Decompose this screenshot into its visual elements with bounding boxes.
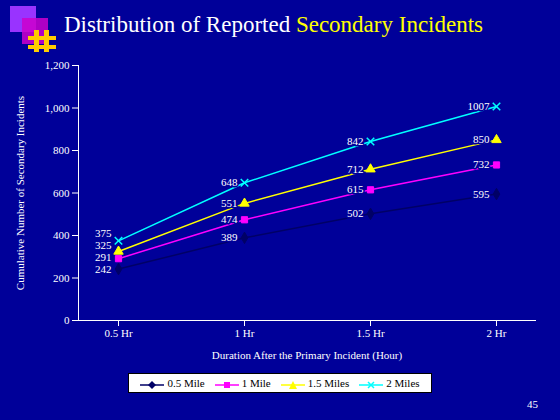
svg-text:291: 291 bbox=[95, 251, 112, 263]
svg-text:842: 842 bbox=[347, 135, 364, 147]
html-text:Distribution of Reported Secon: Distribution of Reported Secondary Incid… bbox=[64, 12, 483, 37]
html-text:1 Mile: 1 Mile bbox=[241, 377, 271, 390]
svg-text:800: 800 bbox=[53, 144, 70, 156]
html-text:0.5 Mile: 0.5 Mile bbox=[167, 377, 205, 390]
svg-text:502: 502 bbox=[347, 207, 364, 219]
svg-text:600: 600 bbox=[53, 187, 70, 199]
svg-text:1,000: 1,000 bbox=[45, 102, 70, 114]
svg-text:242: 242 bbox=[95, 263, 112, 275]
svg-text:325: 325 bbox=[95, 239, 112, 251]
html-text:1.5 Miles: 1.5 Miles bbox=[307, 377, 350, 390]
svg-text:474: 474 bbox=[221, 213, 238, 225]
svg-text:375: 375 bbox=[95, 227, 112, 239]
svg-text:0: 0 bbox=[64, 314, 70, 326]
html-text:2 Miles: 2 Miles bbox=[386, 377, 420, 390]
svg-text:1007: 1007 bbox=[468, 100, 491, 112]
svg-text:1 Hr: 1 Hr bbox=[235, 327, 255, 339]
svg-text:615: 615 bbox=[347, 183, 364, 195]
svg-text:389: 389 bbox=[221, 231, 238, 243]
svg-text:551: 551 bbox=[221, 197, 238, 209]
svg-text:850: 850 bbox=[473, 133, 490, 145]
svg-text:Cumulative Number of Secondary: Cumulative Number of Secondary Incidents bbox=[14, 96, 26, 290]
svg-text:200: 200 bbox=[53, 272, 70, 284]
svg-text:1,200: 1,200 bbox=[45, 59, 70, 71]
svg-text:595: 595 bbox=[473, 188, 490, 200]
svg-text:732: 732 bbox=[473, 158, 490, 170]
svg-text:2 Hr: 2 Hr bbox=[487, 327, 507, 339]
svg-text:Duration After the Primary Inc: Duration After the Primary Incident (Hou… bbox=[212, 349, 403, 362]
html-text:45: 45 bbox=[527, 398, 538, 410]
svg-text:0.5 Hr: 0.5 Hr bbox=[104, 327, 132, 339]
svg-text:712: 712 bbox=[347, 163, 364, 175]
svg-text:648: 648 bbox=[221, 176, 238, 188]
svg-text:1.5 Hr: 1.5 Hr bbox=[356, 327, 384, 339]
svg-text:400: 400 bbox=[53, 229, 70, 241]
